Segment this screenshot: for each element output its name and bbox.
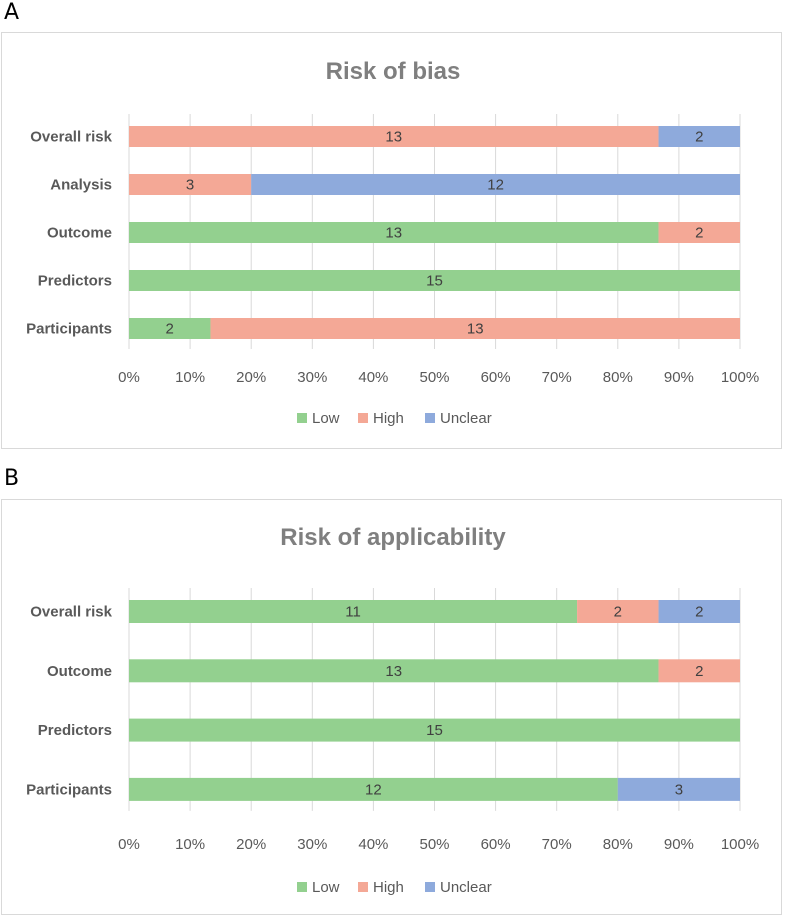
x-tick-label: 50% [419,836,449,853]
bar-unclear [617,777,740,801]
data-label: 2 [166,321,174,338]
category-label: Predictors [38,273,112,290]
bar-high [129,174,252,195]
legend-swatch-high [358,413,368,423]
data-label: 13 [385,129,402,146]
x-tick-label: 40% [358,836,388,853]
x-tick-label: 100% [721,369,759,386]
data-label: 13 [467,321,484,338]
data-label: 13 [385,225,402,242]
category-label: Participants [26,321,112,338]
x-tick-label: 0% [118,836,140,853]
chart-title: Risk of applicability [280,524,506,551]
legend-label: Unclear [440,410,492,427]
risk-of-applicability-chart: Risk of applicability 0% 10% 20% 30% 40% 50% 60… [1,499,782,915]
chart-title: Risk of bias [326,58,461,85]
data-label: 15 [426,722,443,739]
legend-swatch-unclear [425,882,435,892]
category-label: Participants [26,781,112,798]
bar-low [129,777,618,801]
x-tick-label: 20% [236,369,266,386]
data-label: 11 [345,604,361,621]
x-tick-label: 0% [118,369,140,386]
legend-swatch-low [297,882,307,892]
bar-high [129,126,659,147]
x-tick-label: 30% [297,836,327,853]
bar-high [210,318,740,339]
risk-of-applicability-plot: Risk of applicability 0% 10% 20% 30% 40% 50% 60… [26,524,759,896]
x-tick-label: 80% [603,836,633,853]
bar-unclear [658,600,740,623]
data-label: 2 [614,604,622,621]
bar-high [577,600,659,623]
data-label: 2 [695,604,703,621]
x-tick-label: 90% [664,836,694,853]
x-tick-label: 60% [481,369,511,386]
x-tick-label: 50% [419,369,449,386]
legend-label: Low [312,879,340,896]
legend-swatch-low [297,413,307,423]
panel-label-b: B [4,466,20,491]
panel-label-a: A [4,0,20,25]
legend-label: Unclear [440,879,492,896]
bar-low [129,659,659,683]
x-tick-label: 60% [481,836,511,853]
bar-low [129,718,740,742]
category-label: Predictors [38,722,112,739]
category-label: Outcome [47,225,112,242]
data-label: 3 [186,177,194,194]
x-tick-label: 40% [358,369,388,386]
x-tick-label: 70% [542,369,572,386]
risk-of-bias-chart: Risk of bias 0% 10% 20% 30% 40% 50% 60% 70% 80% 90… [1,32,782,449]
x-tick-label: 90% [664,369,694,386]
bar-low [129,222,659,243]
bar-low [129,600,578,623]
legend-label: Low [312,410,340,427]
x-tick-label: 30% [297,369,327,386]
legend-label: High [373,410,404,427]
bar-high [658,659,740,683]
x-tick-label: 10% [175,369,205,386]
data-label: 2 [695,129,703,146]
data-label: 15 [426,273,443,290]
data-label: 12 [365,781,382,798]
bar-unclear [658,126,740,147]
legend-swatch-unclear [425,413,435,423]
data-label: 3 [675,781,683,798]
x-tick-label: 100% [721,836,759,853]
data-label: 2 [695,663,703,680]
bar-low [129,270,740,291]
legend-swatch-high [358,882,368,892]
category-label: Overall risk [30,129,112,146]
risk-of-bias-plot: Risk of bias 0% 10% 20% 30% 40% 50% 60% 70% 80% 90… [26,58,759,427]
data-label: 2 [695,225,703,242]
x-tick-label: 20% [236,836,266,853]
category-label: Outcome [47,663,112,680]
data-label: 12 [487,177,504,194]
legend-label: High [373,879,404,896]
x-tick-label: 10% [175,836,205,853]
data-label: 13 [385,663,402,680]
bar-unclear [251,174,740,195]
bar-high [658,222,740,243]
x-tick-label: 70% [542,836,572,853]
bar-low [129,318,211,339]
x-tick-label: 80% [603,369,633,386]
category-label: Analysis [50,177,112,194]
category-label: Overall risk [30,604,112,621]
